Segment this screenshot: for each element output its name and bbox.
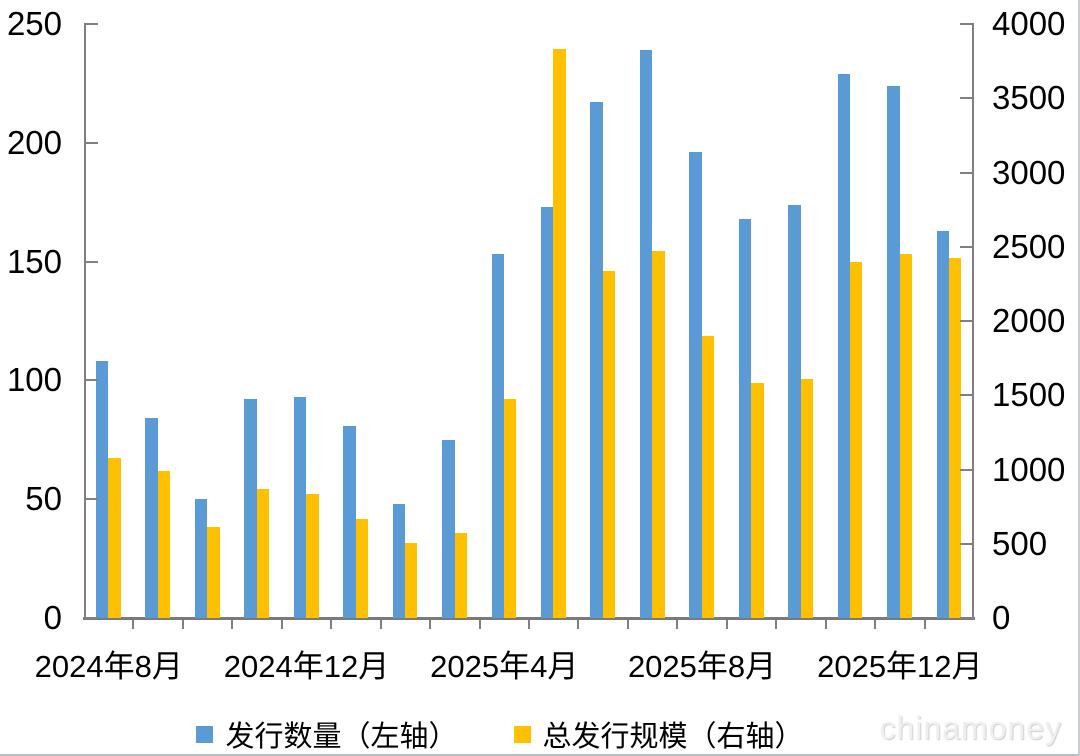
bar-total-issuance-scale [454,533,467,618]
left-y-axis-line [84,23,86,619]
x-axis-label: 2025年8月 [627,649,777,684]
x-axis-tick [379,620,382,629]
x-axis-tick [874,620,877,629]
bar-issuance-count [788,204,801,618]
x-axis-tick [528,620,530,629]
x-axis-label: 2025年4月 [430,649,579,684]
bar-total-issuance-scale [355,519,368,618]
x-axis-tick [478,620,481,629]
bar-issuance-count [590,102,603,618]
bar-issuance-count [96,361,109,618]
bar-issuance-count [244,399,257,618]
bar-total-issuance-scale [701,335,715,618]
bar-issuance-count [738,218,752,618]
bar-issuance-count [936,230,949,618]
right-axis-tick-label: 0 [992,599,1011,636]
bar-total-issuance-scale [948,257,962,618]
bar-issuance-count [887,85,900,618]
legend-item-total-scale: 总发行规模（右轴） [513,713,804,755]
bar-total-issuance-scale [751,382,764,618]
left-axis-tick [84,141,98,144]
left-axis-tick-label: 250 [6,5,62,42]
left-axis-tick-label: 150 [6,242,62,280]
bar-total-issuance-scale [207,527,220,618]
bar-issuance-count [343,425,356,618]
bar-total-issuance-scale [108,458,121,618]
left-axis-tick-label: 200 [6,123,62,161]
x-axis-tick [923,620,926,629]
x-axis-tick [280,620,283,629]
bar-total-issuance-scale [850,261,863,618]
x-axis-tick [676,620,679,629]
legend-label-issuance-count: 发行数量（左轴） [225,721,458,753]
right-axis-tick [960,97,974,100]
right-axis-tick [960,468,974,471]
chinamoney-watermark: chinamoney [879,710,1062,746]
right-axis-tick [960,542,974,545]
x-axis-tick [132,620,135,629]
x-axis-tick [824,620,827,629]
x-axis-tick [775,620,778,629]
right-axis-tick-label: 2500 [992,227,1066,265]
bar-total-issuance-scale [652,251,665,618]
right-axis-tick-label: 3500 [992,79,1066,117]
bar-total-issuance-scale [899,254,912,618]
x-axis-tick [330,620,333,629]
bar-issuance-count [491,254,504,618]
x-axis-tick [181,620,184,629]
right-axis-tick-label: 1500 [992,376,1066,414]
bar-issuance-count [145,418,158,618]
bar-total-issuance-scale [800,378,813,618]
right-axis-tick [960,394,974,397]
bar-total-issuance-scale [157,470,171,618]
bar-total-issuance-scale [306,494,319,618]
x-axis-tick [725,620,728,629]
bar-issuance-count [392,503,406,618]
right-axis-tick-label: 500 [992,524,1048,562]
right-axis-tick [960,617,974,619]
legend: 发行数量（左轴） 总发行规模（右轴） [0,713,1000,755]
right-axis-tick [960,245,974,248]
legend-swatch-yellow-icon [513,725,531,743]
bar-issuance-count [541,206,554,618]
legend-swatch-blue-icon [196,725,214,743]
bar-issuance-count [293,397,307,618]
x-axis-tick [577,620,580,629]
bar-issuance-count [837,73,851,618]
left-axis-tick-label: 50 [25,480,62,518]
left-axis-tick-label: 0 [43,599,62,636]
bar-total-issuance-scale [602,271,616,618]
legend-item-issuance-count: 发行数量（左轴） [196,713,458,755]
bar-total-issuance-scale [405,543,418,618]
bar-issuance-count [689,152,702,618]
x-axis-tick [429,620,432,629]
right-axis-tick [960,171,974,174]
left-axis-tick [84,260,98,263]
x-axis-label: 2024年8月 [34,649,183,684]
left-axis-tick [84,23,98,25]
x-axis-label: 2025年12月 [817,649,983,684]
bar-issuance-count [194,499,208,618]
bar-issuance-count [442,439,455,618]
right-axis-tick [960,320,974,322]
bar-total-issuance-scale [503,398,517,618]
right-axis-tick-label: 1000 [992,450,1066,488]
right-axis-tick [960,23,974,25]
left-axis-tick [84,498,98,501]
x-axis-label: 2024年12月 [223,649,390,684]
legend-label-total-scale: 总发行规模（右轴） [542,721,804,753]
x-axis-line [83,617,975,620]
bar-total-issuance-scale [256,488,270,618]
left-axis-tick-label: 100 [6,361,62,399]
bar-issuance-count [639,50,653,618]
left-axis-tick [84,617,98,619]
right-axis-tick-label: 4000 [992,5,1066,42]
right-axis-tick-label: 3000 [992,153,1066,191]
left-axis-tick [84,379,98,382]
x-axis-tick [626,620,629,629]
x-axis-tick [231,620,234,629]
right-axis-tick-label: 2000 [992,302,1066,339]
bar-total-issuance-scale [553,48,566,618]
